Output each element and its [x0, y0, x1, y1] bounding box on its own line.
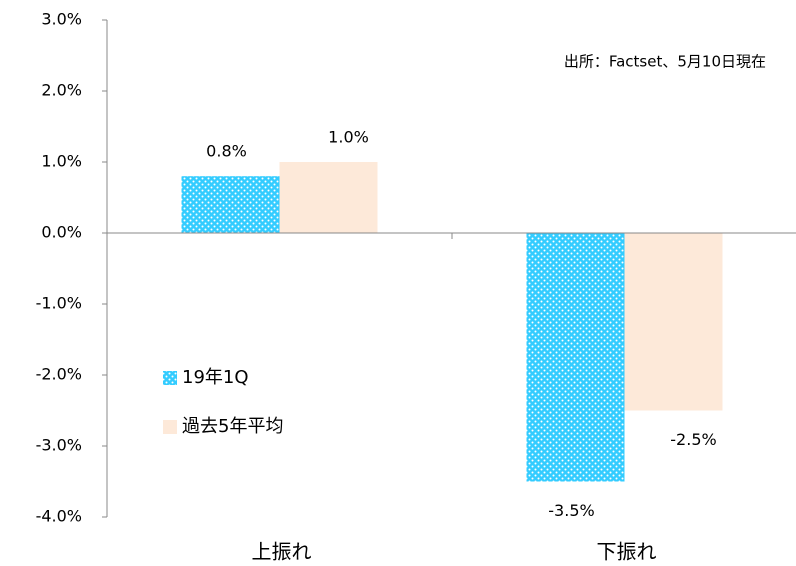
value-label: -3.5% [548, 501, 594, 520]
y-tick-label: -2.0% [36, 365, 82, 384]
x-tick-label: 上振れ [252, 540, 312, 564]
legend-swatch [163, 371, 177, 385]
value-label: 0.8% [206, 142, 247, 161]
legend-label: 過去5年平均 [182, 416, 283, 437]
y-tick-label: -1.0% [36, 294, 82, 313]
x-tick-label: 下振れ [597, 540, 657, 564]
value-label: -2.5% [670, 430, 716, 449]
y-tick-label: 2.0% [41, 81, 82, 100]
bar [526, 233, 625, 482]
y-tick-label: -3.0% [36, 436, 82, 455]
bar [279, 162, 378, 233]
y-tick-label: 1.0% [41, 152, 82, 171]
bar [181, 176, 280, 233]
y-tick-label: -4.0% [36, 507, 82, 526]
y-tick-label: 3.0% [41, 10, 82, 29]
y-tick-label: 0.0% [41, 223, 82, 242]
bar [624, 233, 723, 411]
legend-label: 19年1Q [182, 367, 249, 388]
value-label: 1.0% [328, 128, 369, 147]
annotation: 出所：Factset、5月10日現在 [564, 53, 766, 71]
legend-swatch [163, 420, 177, 434]
